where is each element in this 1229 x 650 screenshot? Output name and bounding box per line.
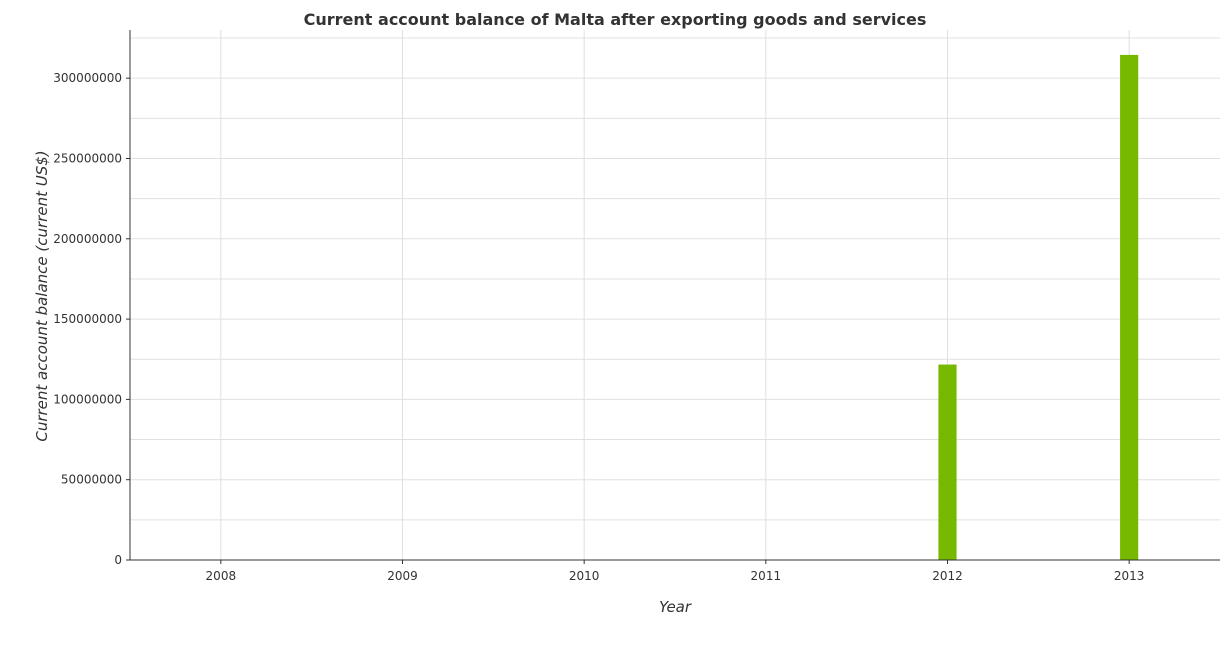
bar-2013 <box>1120 54 1139 560</box>
bar-2012 <box>938 364 957 560</box>
x-tick-label: 2008 <box>206 569 237 583</box>
y-tick-label: 250000000 <box>53 151 122 165</box>
chart-title: Current account balance of Malta after e… <box>304 10 927 29</box>
x-axis-label: Year <box>659 598 692 616</box>
y-tick-labels: 0 50000000 100000000 150000000 200000000 2500… <box>53 71 122 567</box>
y-tick-label: 150000000 <box>53 312 122 326</box>
x-tick-labels: 2008 2009 2010 2011 2012 2013 <box>206 569 1145 583</box>
y-tick-label: 200000000 <box>53 232 122 246</box>
grid <box>130 30 1220 561</box>
bars <box>938 54 1139 560</box>
x-tick-label: 2013 <box>1114 569 1145 583</box>
y-tick-label: 300000000 <box>53 71 122 85</box>
x-tick-label: 2012 <box>932 569 963 583</box>
y-tick-label: 50000000 <box>61 473 122 487</box>
x-tick-label: 2011 <box>751 569 782 583</box>
y-axis-label: Current account balance (current US$) <box>33 150 51 441</box>
y-tick-label: 0 <box>114 553 122 567</box>
axes <box>126 30 1220 564</box>
x-tick-label: 2010 <box>569 569 600 583</box>
y-tick-label: 100000000 <box>53 392 122 406</box>
x-tick-label: 2009 <box>387 569 418 583</box>
